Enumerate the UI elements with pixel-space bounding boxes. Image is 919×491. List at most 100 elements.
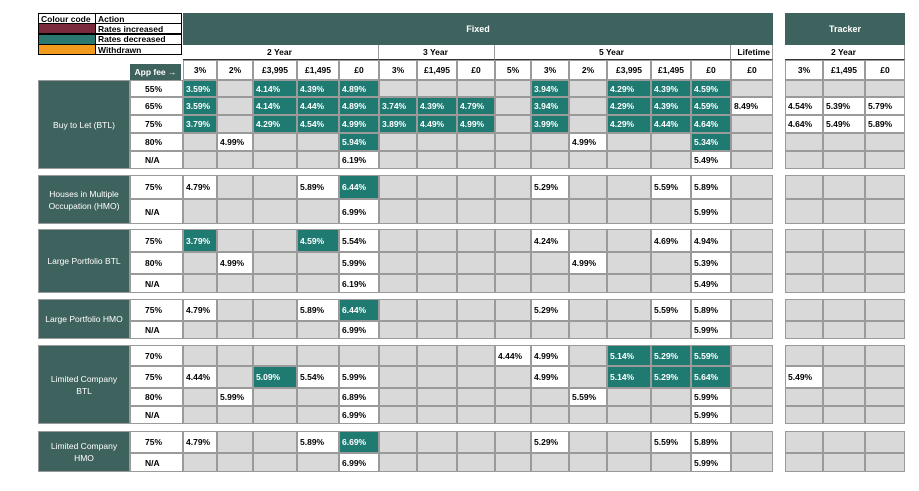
- empty-cell: [297, 151, 339, 169]
- empty-cell: [823, 388, 865, 406]
- empty-cell: [495, 274, 531, 293]
- ltv-label: 75%: [130, 299, 183, 321]
- empty-cell: [531, 388, 569, 406]
- fee-header: £0: [457, 60, 495, 80]
- empty-cell: [865, 453, 905, 472]
- empty-cell: [379, 453, 417, 472]
- empty-cell: [607, 151, 651, 169]
- empty-cell: [217, 229, 253, 252]
- rate-cell: 5.49%: [785, 366, 823, 388]
- empty-cell: [569, 299, 607, 321]
- empty-cell: [183, 274, 217, 293]
- empty-cell: [417, 274, 457, 293]
- ltv-label: N/A: [130, 453, 183, 472]
- rate-cell: 3.74%: [379, 97, 417, 115]
- empty-cell: [823, 151, 865, 169]
- empty-cell: [253, 199, 297, 224]
- empty-cell: [531, 453, 569, 472]
- empty-cell: [731, 151, 773, 169]
- empty-cell: [731, 80, 773, 97]
- empty-cell: [731, 175, 773, 199]
- rate-cell: 4.79%: [183, 175, 217, 199]
- empty-cell: [823, 175, 865, 199]
- empty-cell: [785, 453, 823, 472]
- rate-cell: 4.44%: [495, 345, 531, 366]
- rate-cell: 5.89%: [691, 175, 731, 199]
- rate-cell: 5.29%: [651, 366, 691, 388]
- empty-cell: [865, 80, 905, 97]
- empty-cell: [651, 133, 691, 151]
- empty-cell: [457, 274, 495, 293]
- rate-cell: 4.29%: [607, 80, 651, 97]
- rate-cell: 4.64%: [691, 115, 731, 133]
- empty-cell: [183, 199, 217, 224]
- empty-cell: [731, 431, 773, 453]
- ltv-label: 75%: [130, 431, 183, 453]
- rate-cell: 5.99%: [691, 406, 731, 424]
- rate-cell: 5.29%: [531, 175, 569, 199]
- empty-cell: [183, 406, 217, 424]
- empty-cell: [495, 80, 531, 97]
- fee-header: 2%: [569, 60, 607, 80]
- empty-cell: [457, 453, 495, 472]
- empty-cell: [495, 431, 531, 453]
- rate-cell: 5.89%: [691, 299, 731, 321]
- empty-cell: [531, 406, 569, 424]
- empty-cell: [865, 133, 905, 151]
- rate-cell: 5.79%: [865, 97, 905, 115]
- rate-cell: 3.94%: [531, 97, 569, 115]
- empty-cell: [569, 115, 607, 133]
- empty-cell: [379, 274, 417, 293]
- empty-cell: [651, 453, 691, 472]
- rate-cell: 4.39%: [651, 80, 691, 97]
- empty-cell: [253, 274, 297, 293]
- term-header: 2 Year: [183, 45, 379, 60]
- rate-cell: 4.94%: [691, 229, 731, 252]
- empty-cell: [651, 388, 691, 406]
- group-label: Large Portfolio HMO: [38, 299, 130, 339]
- empty-cell: [731, 199, 773, 224]
- empty-cell: [417, 252, 457, 274]
- fee-header: £1,495: [651, 60, 691, 80]
- empty-cell: [495, 388, 531, 406]
- rate-cell: 5.99%: [691, 453, 731, 472]
- ltv-label: 75%: [130, 366, 183, 388]
- rate-cell: 5.94%: [339, 133, 379, 151]
- empty-cell: [731, 252, 773, 274]
- empty-cell: [569, 199, 607, 224]
- rate-cell: 5.29%: [651, 345, 691, 366]
- rate-cell: 5.54%: [297, 366, 339, 388]
- empty-cell: [457, 229, 495, 252]
- legend-swatch: [38, 33, 96, 45]
- ltv-label: 75%: [130, 175, 183, 199]
- empty-cell: [379, 80, 417, 97]
- empty-cell: [183, 321, 217, 339]
- rate-cell: 6.19%: [339, 151, 379, 169]
- rate-cell: 4.59%: [297, 229, 339, 252]
- rate-cell: 4.14%: [253, 80, 297, 97]
- rate-cell: 3.59%: [183, 97, 217, 115]
- empty-cell: [865, 151, 905, 169]
- rate-cell: 5.14%: [607, 366, 651, 388]
- rate-cell: 3.59%: [183, 80, 217, 97]
- empty-cell: [183, 345, 217, 366]
- empty-cell: [183, 151, 217, 169]
- fee-header: £3,995: [253, 60, 297, 80]
- empty-cell: [569, 366, 607, 388]
- rate-cell: 4.29%: [253, 115, 297, 133]
- empty-cell: [183, 453, 217, 472]
- rate-cell: 6.99%: [339, 321, 379, 339]
- empty-cell: [379, 388, 417, 406]
- rate-cell: 4.79%: [183, 431, 217, 453]
- empty-cell: [217, 406, 253, 424]
- legend-label: Withdrawn: [95, 44, 182, 55]
- empty-cell: [379, 321, 417, 339]
- ltv-label: 80%: [130, 133, 183, 151]
- ltv-label: 65%: [130, 97, 183, 115]
- empty-cell: [379, 133, 417, 151]
- empty-cell: [417, 175, 457, 199]
- rate-cell: 8.49%: [731, 97, 773, 115]
- empty-cell: [379, 366, 417, 388]
- legend-swatch: [38, 44, 96, 55]
- empty-cell: [495, 366, 531, 388]
